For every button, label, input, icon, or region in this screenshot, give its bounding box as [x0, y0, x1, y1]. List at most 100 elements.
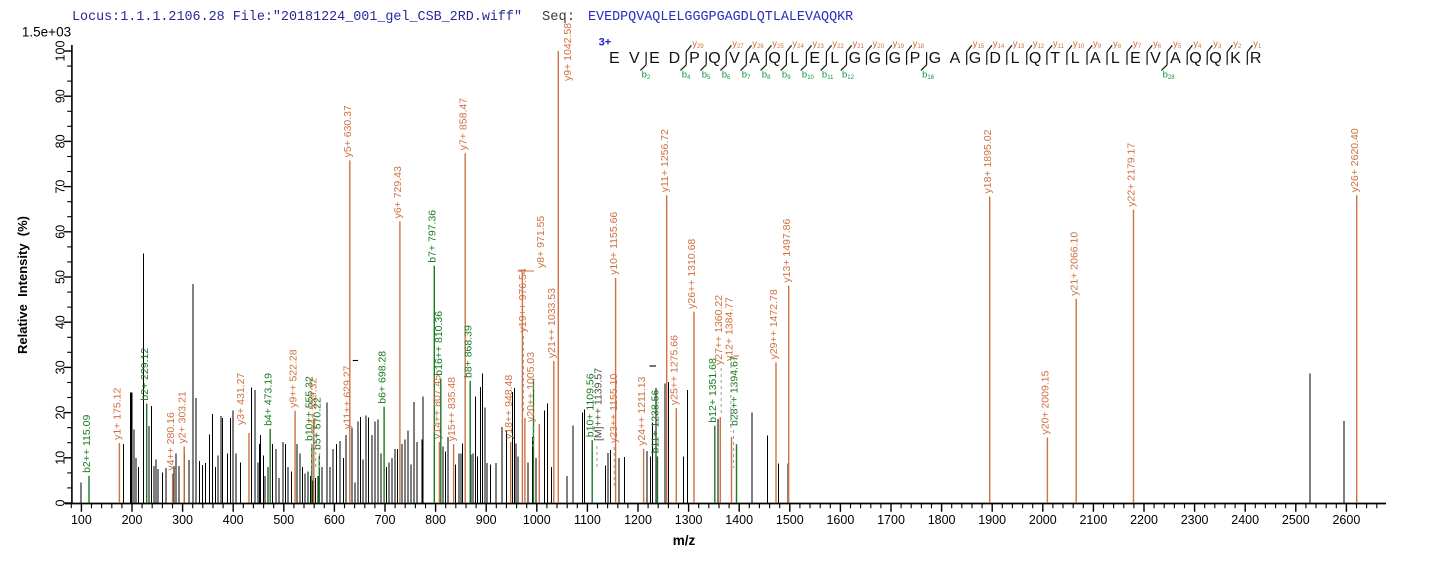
svg-text:100: 100 — [54, 41, 68, 62]
svg-text:2500: 2500 — [1282, 513, 1310, 527]
svg-text:y1+ 175.12: y1+ 175.12 — [112, 387, 124, 439]
svg-text:b28++ 1394.67: b28++ 1394.67 — [729, 355, 741, 426]
svg-text:L: L — [790, 50, 799, 67]
svg-text:E: E — [649, 50, 660, 67]
svg-text:y9: y9 — [1093, 39, 1102, 50]
svg-text:y21: y21 — [853, 39, 865, 50]
svg-text:y23++ 1155.10: y23++ 1155.10 — [608, 374, 620, 443]
svg-text:G: G — [849, 50, 861, 67]
svg-text:Q: Q — [708, 50, 720, 67]
svg-text:b8: b8 — [762, 70, 771, 81]
svg-text:y22: y22 — [832, 39, 844, 50]
svg-text:y10: y10 — [1073, 39, 1085, 50]
svg-text:400: 400 — [223, 513, 244, 527]
svg-text:y2: y2 — [1233, 39, 1242, 50]
svg-text:y21++ 1033.53: y21++ 1033.53 — [546, 288, 558, 358]
svg-text:b9: b9 — [782, 70, 791, 81]
svg-text:30: 30 — [54, 360, 68, 374]
svg-text:y11: y11 — [1053, 39, 1065, 50]
svg-text:y21+ 2066.10: y21+ 2066.10 — [1068, 232, 1080, 296]
svg-text:y27: y27 — [732, 39, 744, 50]
svg-text:b16: b16 — [922, 70, 935, 81]
svg-text:y26: y26 — [752, 39, 764, 50]
svg-text:y6: y6 — [1153, 39, 1162, 50]
svg-text:y5: y5 — [1173, 39, 1182, 50]
svg-text:EVEDPQVAQLELGGGPGAGDLQTLALEVAQ: EVEDPQVAQLELGGGPGAGDLQTLALEVAQQKR — [588, 10, 853, 25]
svg-text:y18: y18 — [913, 39, 925, 50]
svg-text:1100: 1100 — [574, 513, 601, 527]
svg-text:y14++ 807.45: y14++ 807.45 — [432, 375, 444, 439]
svg-text:1700: 1700 — [877, 513, 905, 527]
svg-text:b6+ 698.28: b6+ 698.28 — [376, 351, 388, 404]
svg-text:y13+ 1497.86: y13+ 1497.86 — [781, 219, 793, 283]
svg-text:600: 600 — [324, 513, 345, 527]
svg-text:200: 200 — [122, 513, 143, 527]
svg-text:y10+ 1155.66: y10+ 1155.66 — [608, 212, 620, 275]
svg-text:[M]+++ 1139.57: [M]+++ 1139.57 — [593, 368, 605, 441]
svg-text:2200: 2200 — [1130, 513, 1158, 527]
svg-text:300: 300 — [172, 513, 193, 527]
svg-text:y13: y13 — [1013, 39, 1025, 50]
svg-text:y24++ 1211.13: y24++ 1211.13 — [636, 376, 648, 445]
svg-text:80: 80 — [54, 134, 68, 148]
svg-text:y19: y19 — [893, 39, 905, 50]
svg-text:L: L — [1011, 50, 1020, 67]
svg-text:20: 20 — [54, 406, 68, 420]
svg-text:b10: b10 — [802, 70, 815, 81]
svg-text:b12: b12 — [842, 70, 855, 81]
svg-text:b5: b5 — [702, 70, 711, 81]
svg-text:1800: 1800 — [928, 513, 956, 527]
svg-text:b2: b2 — [642, 70, 651, 81]
svg-text:1600: 1600 — [826, 513, 854, 527]
svg-text:b8+ 868.39: b8+ 868.39 — [462, 325, 474, 378]
svg-text:V: V — [629, 50, 640, 67]
svg-text:P: P — [910, 50, 921, 67]
svg-text:G: G — [929, 50, 941, 67]
svg-text:2400: 2400 — [1231, 513, 1259, 527]
svg-text:50: 50 — [54, 270, 68, 284]
svg-text:y3: y3 — [1213, 39, 1222, 50]
svg-text:Seq:: Seq: — [542, 10, 575, 25]
svg-text:Q: Q — [768, 50, 780, 67]
svg-text:b12+ 1351.68: b12+ 1351.68 — [707, 358, 719, 423]
svg-text:1400: 1400 — [725, 513, 753, 527]
svg-text:y5+ 630.37: y5+ 630.37 — [342, 105, 354, 157]
svg-text:10: 10 — [54, 451, 68, 465]
svg-text:R: R — [1250, 50, 1262, 67]
svg-text:y4++ 280.16: y4++ 280.16 — [165, 412, 177, 471]
svg-text:900: 900 — [476, 513, 497, 527]
svg-text:y9++ 522.28: y9++ 522.28 — [287, 349, 299, 408]
svg-text:y4: y4 — [1193, 39, 1202, 50]
svg-text:1000: 1000 — [523, 513, 551, 527]
svg-text:y11+ 1256.72: y11+ 1256.72 — [659, 129, 671, 192]
svg-text:y7: y7 — [1133, 39, 1142, 50]
svg-text:b16++ 810.36: b16++ 810.36 — [433, 311, 445, 376]
svg-text:b10++ 555.32: b10++ 555.32 — [303, 376, 315, 441]
svg-text:b4+ 473.19: b4+ 473.19 — [262, 373, 274, 426]
svg-text:y15: y15 — [973, 39, 985, 50]
svg-text:700: 700 — [375, 513, 396, 527]
svg-text:y27++ 1360.22: y27++ 1360.22 — [713, 295, 725, 365]
svg-text:90: 90 — [54, 89, 68, 103]
svg-text:70: 70 — [54, 180, 68, 194]
svg-text:Q: Q — [1209, 50, 1221, 67]
svg-text:A: A — [1170, 50, 1181, 67]
svg-text:0: 0 — [54, 499, 68, 506]
svg-text:y8: y8 — [1113, 39, 1122, 50]
svg-text:Q: Q — [1029, 50, 1041, 67]
svg-text:L: L — [830, 50, 839, 67]
svg-text:P: P — [689, 50, 700, 67]
svg-text:y20+ 2009.15: y20+ 2009.15 — [1040, 370, 1052, 434]
svg-text:500: 500 — [273, 513, 294, 527]
svg-text:100: 100 — [71, 513, 92, 527]
svg-text:b10+ 1109.56: b10+ 1109.56 — [584, 373, 596, 437]
svg-text:1900: 1900 — [978, 513, 1006, 527]
svg-text:y20++ 1005.03: y20++ 1005.03 — [525, 352, 537, 422]
svg-text:K: K — [1230, 50, 1241, 67]
svg-text:y29: y29 — [692, 39, 704, 50]
svg-text:y14: y14 — [993, 39, 1005, 50]
svg-text:y18+ 1895.02: y18+ 1895.02 — [982, 129, 994, 193]
svg-text:b7+ 797.36: b7+ 797.36 — [427, 210, 439, 263]
svg-text:y4+ 559.32: y4+ 559.32 — [308, 378, 320, 430]
svg-text:E: E — [1130, 50, 1141, 67]
